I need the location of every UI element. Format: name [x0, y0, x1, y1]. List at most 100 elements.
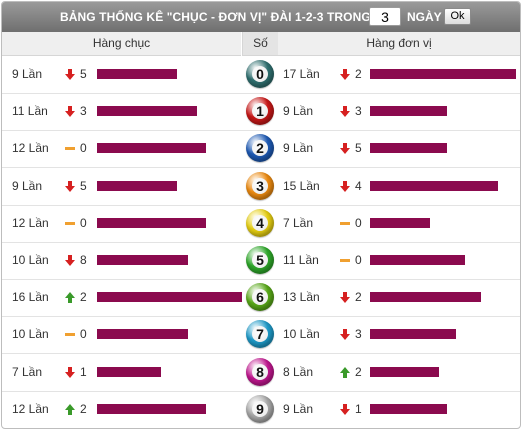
arrow-up-icon — [65, 404, 75, 415]
units-frequency-bar — [370, 69, 516, 79]
digit-ball: 8 — [246, 358, 274, 386]
units-trend-value: 4 — [355, 179, 362, 193]
units-trend-value: 3 — [355, 327, 362, 341]
ok-button[interactable]: Ok — [444, 8, 471, 25]
digit-ball: 7 — [246, 320, 274, 348]
days-input[interactable] — [369, 7, 401, 26]
units-frequency-bar — [370, 106, 447, 116]
units-count: 13 Lần — [283, 290, 320, 304]
stats-row: 12 Lần 2 9 9 Lần 1 — [2, 391, 520, 428]
tens-frequency-bar — [97, 181, 177, 191]
digit-ball: 4 — [246, 209, 274, 237]
arrow-down-icon — [340, 329, 350, 340]
units-count: 7 Lần — [283, 216, 314, 230]
tens-trend: 5 — [63, 56, 97, 92]
arrow-down-icon — [65, 367, 75, 378]
tens-trend-value: 8 — [80, 253, 87, 267]
digit-label: 1 — [256, 103, 264, 119]
units-trend-value: 2 — [355, 67, 362, 81]
tens-frequency-bar — [97, 143, 206, 153]
digit-label: 9 — [256, 401, 264, 417]
units-frequency-bar — [370, 218, 430, 228]
arrow-down-icon — [340, 143, 350, 154]
tens-trend: 3 — [63, 93, 97, 129]
stats-row: 9 Lần 5 3 15 Lần 4 — [2, 168, 520, 206]
digit-label: 2 — [256, 140, 264, 156]
units-trend-value: 1 — [355, 402, 362, 416]
units-count: 9 Lần — [283, 402, 314, 416]
dash-icon — [65, 333, 75, 336]
units-trend: 1 — [338, 391, 372, 427]
units-count: 15 Lần — [283, 179, 320, 193]
units-trend-value: 0 — [355, 253, 362, 267]
tens-count: 10 Lần — [12, 327, 49, 341]
units-count: 17 Lần — [283, 67, 320, 81]
tens-frequency-bar — [97, 292, 242, 302]
tens-frequency-bar — [97, 255, 188, 265]
digit-label: 6 — [256, 289, 264, 305]
digit-label: 0 — [256, 66, 264, 82]
units-trend-value: 3 — [355, 104, 362, 118]
arrow-down-icon — [340, 106, 350, 117]
stats-row: 12 Lần 0 2 9 Lần 5 — [2, 130, 520, 168]
units-frequency-bar — [370, 404, 447, 414]
stats-row: 10 Lần 8 5 11 Lần 0 — [2, 242, 520, 280]
arrow-down-icon — [65, 69, 75, 80]
header-bar: BẢNG THỐNG KÊ "CHỤC - ĐƠN VỊ" ĐÀI 1-2-3 … — [2, 2, 520, 32]
tens-count: 16 Lần — [12, 290, 49, 304]
units-count: 9 Lần — [283, 141, 314, 155]
tens-frequency-bar — [97, 69, 177, 79]
digit-ball: 5 — [246, 246, 274, 274]
units-trend: 2 — [338, 279, 372, 315]
tens-frequency-bar — [97, 106, 197, 116]
units-trend-value: 5 — [355, 141, 362, 155]
digit-label: 5 — [256, 252, 264, 268]
tens-trend-value: 3 — [80, 104, 87, 118]
tens-count: 11 Lần — [12, 104, 48, 118]
stats-row: 9 Lần 5 0 17 Lần 2 — [2, 56, 520, 94]
dash-icon — [340, 222, 350, 225]
days-label: NGÀY — [407, 10, 442, 24]
digit-ball: 0 — [246, 60, 274, 88]
tens-trend-value: 5 — [80, 67, 87, 81]
tens-count: 9 Lần — [12, 67, 43, 81]
dash-icon — [340, 259, 350, 262]
units-trend: 0 — [338, 205, 372, 241]
units-trend: 2 — [338, 354, 372, 390]
arrow-down-icon — [340, 404, 350, 415]
digit-ball: 1 — [246, 97, 274, 125]
tens-trend: 2 — [63, 279, 97, 315]
units-frequency-bar — [370, 143, 447, 153]
tens-count: 12 Lần — [12, 216, 49, 230]
tens-frequency-bar — [97, 367, 161, 377]
units-frequency-bar — [370, 367, 439, 377]
arrow-down-icon — [65, 181, 75, 192]
units-frequency-bar — [370, 329, 456, 339]
units-trend-value: 2 — [355, 365, 362, 379]
units-trend: 3 — [338, 316, 372, 352]
units-trend: 0 — [338, 242, 372, 278]
tens-trend: 0 — [63, 316, 97, 352]
dash-icon — [65, 222, 75, 225]
units-trend: 2 — [338, 56, 372, 92]
stats-row: 10 Lần 0 7 10 Lần 3 — [2, 316, 520, 354]
tens-trend-value: 5 — [80, 179, 87, 193]
digit-ball: 3 — [246, 172, 274, 200]
tens-trend: 0 — [63, 205, 97, 241]
arrow-down-icon — [65, 255, 75, 266]
tens-count: 12 Lần — [12, 141, 49, 155]
units-column-header: Hàng đơn vị — [278, 32, 520, 56]
tens-trend-value: 0 — [80, 141, 87, 155]
panel-title: BẢNG THỐNG KÊ "CHỤC - ĐƠN VỊ" ĐÀI 1-2-3 … — [60, 10, 371, 24]
units-trend: 5 — [338, 130, 372, 166]
tens-trend: 0 — [63, 130, 97, 166]
units-trend: 3 — [338, 93, 372, 129]
tens-trend-value: 1 — [80, 365, 87, 379]
stats-row: 7 Lần 1 8 8 Lần 2 — [2, 354, 520, 392]
digit-ball: 2 — [246, 134, 274, 162]
units-trend-value: 0 — [355, 216, 362, 230]
tens-trend: 1 — [63, 354, 97, 390]
tens-frequency-bar — [97, 404, 206, 414]
units-trend-value: 2 — [355, 290, 362, 304]
